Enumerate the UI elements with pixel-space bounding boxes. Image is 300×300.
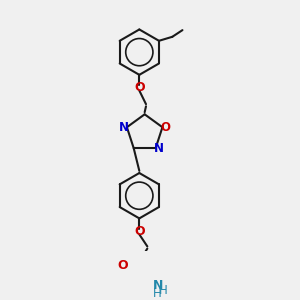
Text: H: H <box>153 287 161 300</box>
Text: O: O <box>118 260 128 272</box>
Text: O: O <box>134 81 145 94</box>
Text: N: N <box>153 279 163 292</box>
Text: O: O <box>160 121 170 134</box>
Text: N: N <box>154 142 164 154</box>
Text: O: O <box>134 225 145 238</box>
Text: N: N <box>119 121 129 134</box>
Text: H: H <box>159 284 168 297</box>
